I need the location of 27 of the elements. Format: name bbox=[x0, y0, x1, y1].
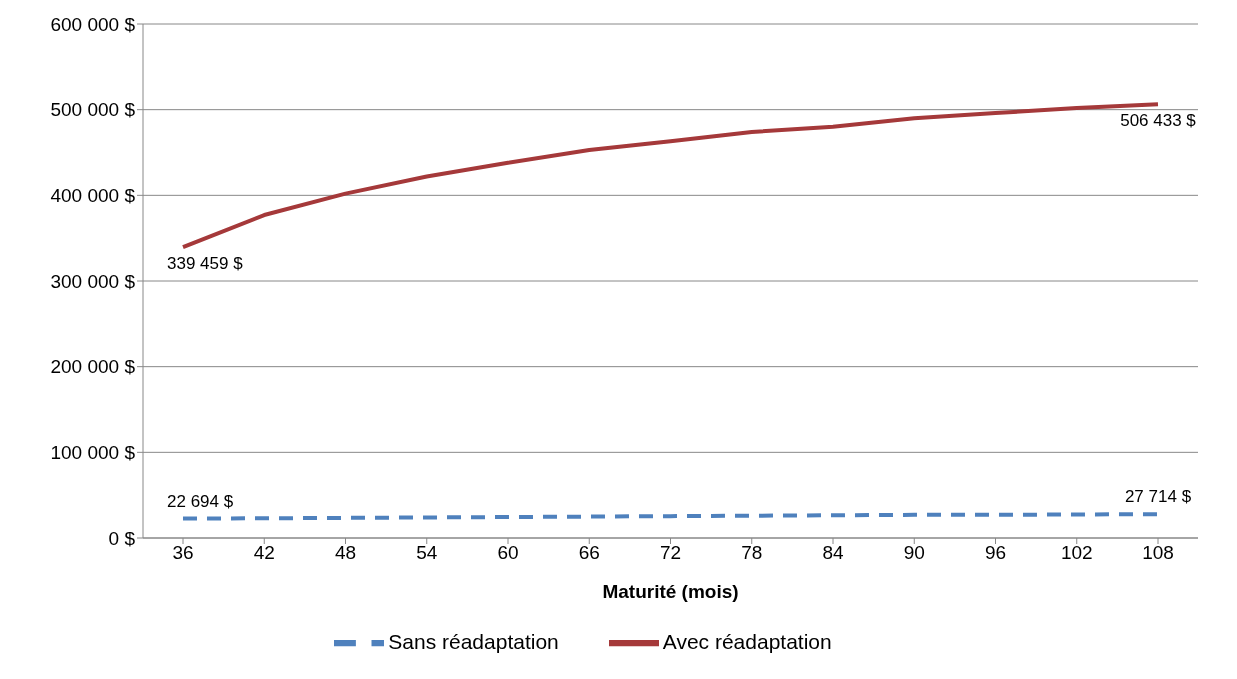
data-label: 339 459 $ bbox=[167, 254, 244, 274]
y-tick-label: 200 000 $ bbox=[50, 356, 136, 378]
data-label: 22 694 $ bbox=[167, 491, 234, 511]
y-tick-label: 300 000 $ bbox=[50, 270, 136, 292]
x-tick-label: 90 bbox=[903, 542, 925, 564]
legend-label: Avec réadaptation bbox=[662, 629, 832, 653]
data-label: 506 433 $ bbox=[1120, 111, 1197, 131]
x-tick-label: 54 bbox=[416, 542, 438, 564]
y-tick-label: 600 000 $ bbox=[50, 13, 136, 35]
x-tick-label: 36 bbox=[172, 542, 194, 564]
x-tick-label: 78 bbox=[741, 542, 763, 564]
x-axis-title: Maturité (mois) bbox=[602, 581, 739, 602]
x-tick-label: 66 bbox=[578, 542, 600, 564]
x-tick-label: 60 bbox=[497, 542, 519, 564]
y-tick-label: 400 000 $ bbox=[50, 185, 136, 207]
x-tick-label: 84 bbox=[822, 542, 844, 564]
x-tick-label: 72 bbox=[659, 542, 682, 564]
x-tick-label: 96 bbox=[984, 542, 1007, 564]
x-tick-label: 108 bbox=[1142, 542, 1174, 564]
x-tick-label: 102 bbox=[1060, 542, 1093, 564]
legend-label: Sans réadaptation bbox=[388, 629, 559, 653]
y-tick-label: 500 000 $ bbox=[50, 99, 136, 121]
data-label: 27 714 $ bbox=[1124, 487, 1192, 507]
y-tick-label: 100 000 $ bbox=[50, 442, 136, 464]
x-tick-label: 48 bbox=[334, 542, 357, 564]
y-tick-label: 0 $ bbox=[108, 527, 136, 549]
x-tick-label: 42 bbox=[253, 542, 275, 564]
